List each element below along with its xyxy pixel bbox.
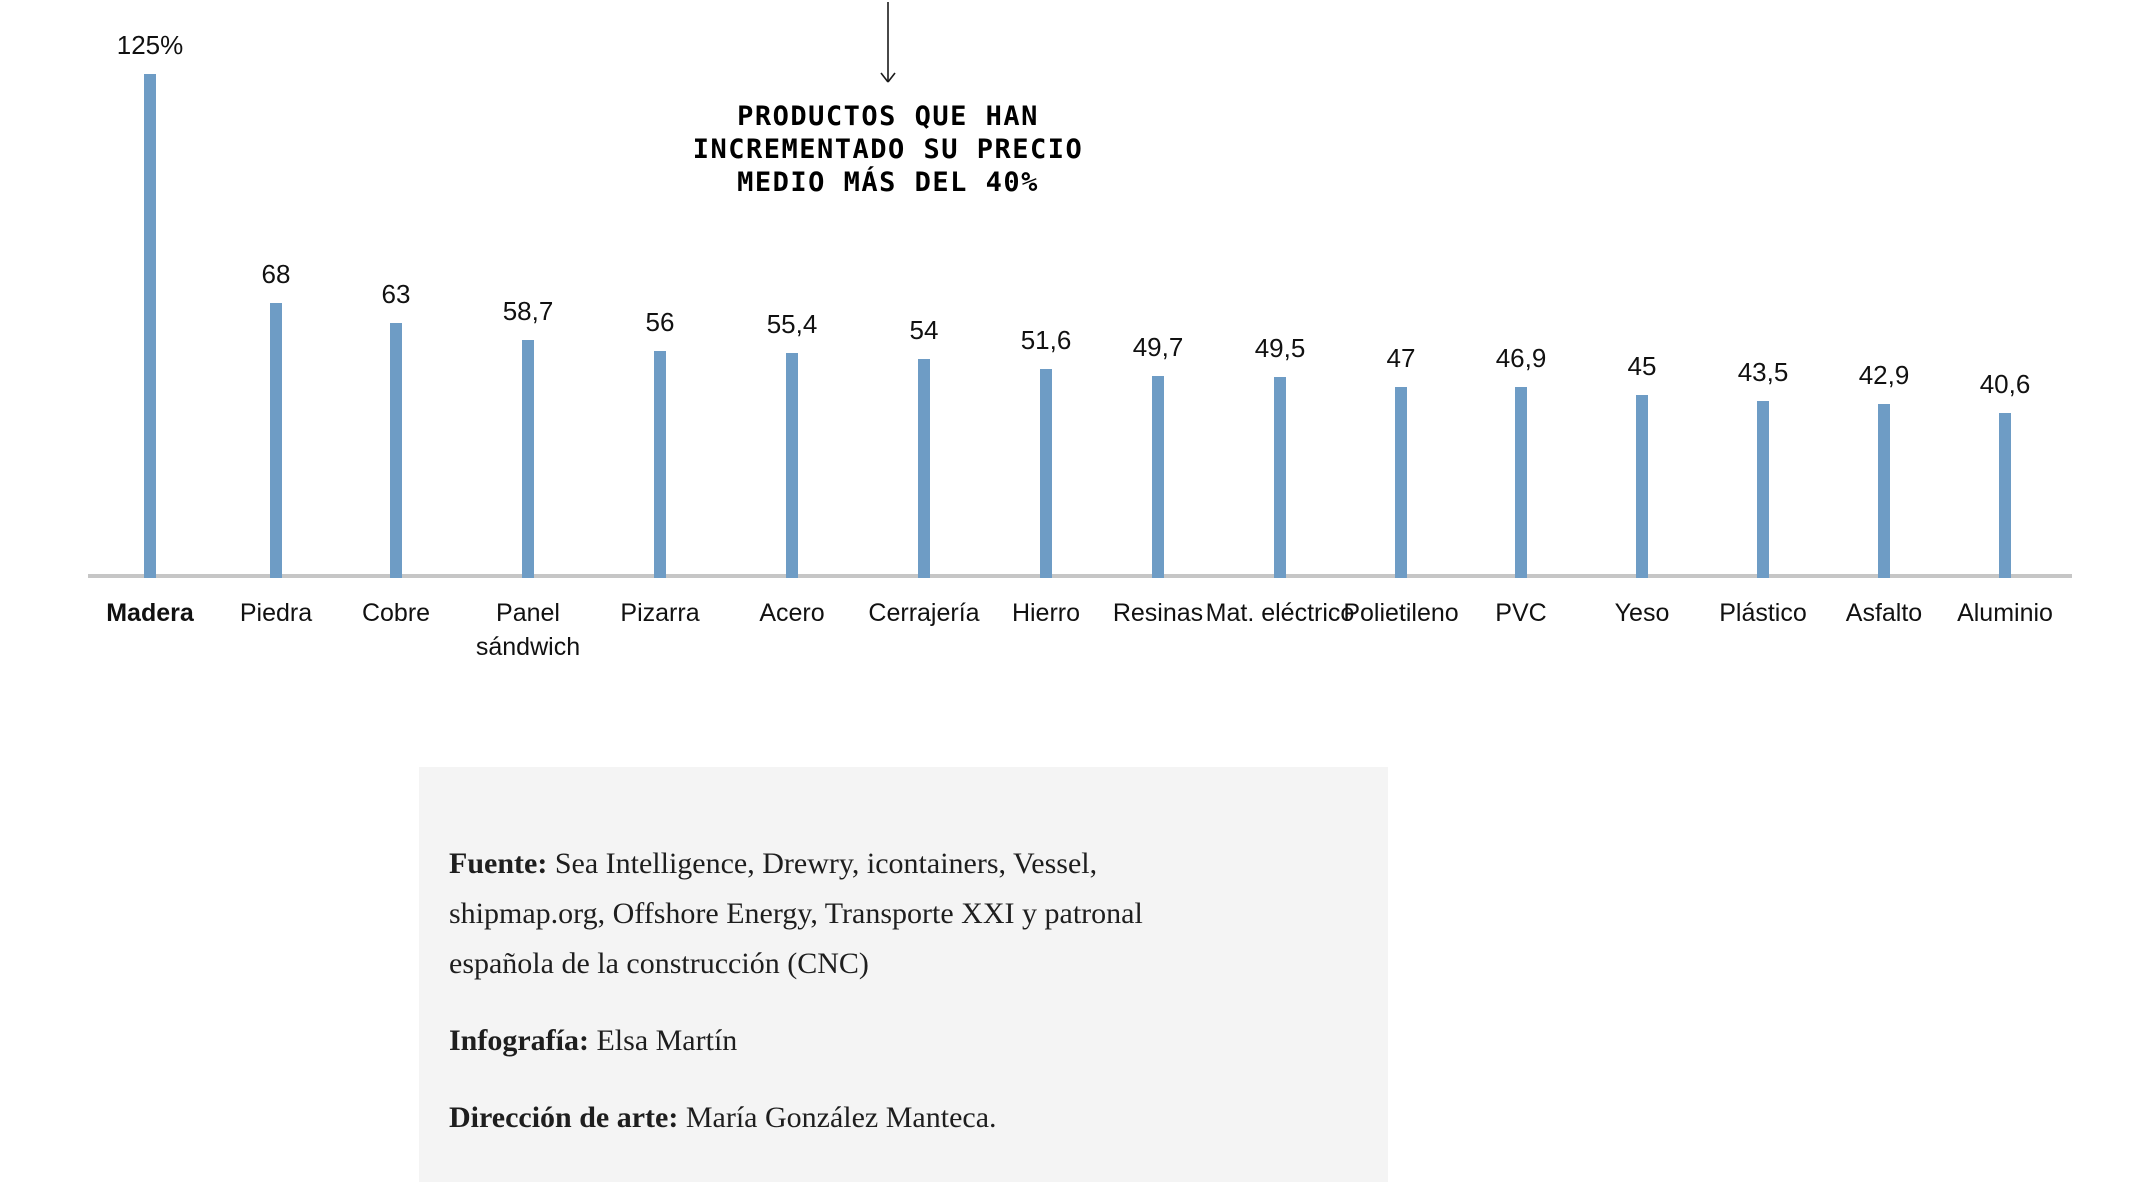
bar-value-label-polietileno: 47 [1386,343,1416,373]
bar-category-label-piedra: Piedra [239,599,313,627]
bar-resinas [1152,376,1164,578]
bar-aluminio [1999,413,2011,578]
bar-value-label-plastico: 43,5 [1737,357,1789,387]
bar-category-label-panel-sandwich: Panel sándwich [475,599,581,661]
art-direction-label: Dirección de arte: [449,1101,679,1134]
bar-category-label-pvc: PVC [1495,599,1547,627]
bar-value-label-panel-sandwich: 58,7 [502,296,554,326]
bar-category-label-resinas: Resinas [1112,599,1204,627]
art-direction-text: María González Manteca. [678,1101,997,1134]
source-text: Sea Intelligence, Drewry, icontainers, V… [449,847,1143,980]
bar-value-label-resinas: 49,7 [1132,332,1184,362]
bar-category-label-mat-electrico: Mat. eléctrico [1205,599,1355,627]
bar-plastico [1757,401,1769,578]
bar-category-label-cerrajeria: Cerrajería [868,599,980,627]
bar-cobre [390,323,402,578]
down-arrow-icon [880,2,896,83]
bar-value-label-asfalto: 42,9 [1858,360,1910,390]
bar-category-label-cobre: Cobre [361,599,431,627]
bar-value-label-pizarra: 56 [645,307,675,337]
bar-value-label-mat-electrico: 49,5 [1254,333,1306,363]
bar-madera [144,74,156,578]
source-panel: Fuente: Sea Intelligence, Drewry, iconta… [419,767,1388,1182]
bar-category-label-asfalto: Asfalto [1845,599,1923,627]
bar-cerrajeria [918,359,930,578]
bar-polietileno [1395,387,1407,578]
bar-category-label-yeso: Yeso [1614,599,1670,627]
bar-pvc [1515,387,1527,578]
bar-hierro [1040,369,1052,578]
bar-yeso [1636,395,1648,578]
bar-acero [786,353,798,578]
bar-category-label-polietileno: Polietileno [1343,599,1459,627]
bar-category-label-aluminio: Aluminio [1957,599,2053,627]
bar-value-label-hierro: 51,6 [1020,325,1072,355]
bar-category-label-pizarra: Pizarra [620,599,700,627]
x-axis-line [88,574,2072,578]
art-direction-paragraph: Dirección de arte: María González Mantec… [449,1093,1338,1143]
bar-mat-electrico [1274,377,1286,578]
bar-value-label-yeso: 45 [1627,351,1657,381]
bar-value-label-madera: 125% [116,30,184,60]
bar-asfalto [1878,404,1890,578]
infography-label: Infografía: [449,1024,589,1057]
source-paragraph: Fuente: Sea Intelligence, Drewry, iconta… [449,839,1338,989]
infography-paragraph: Infografía: Elsa Martín [449,1016,1338,1066]
source-label: Fuente: [449,847,548,880]
bar-value-label-pvc: 46,9 [1495,343,1547,373]
bar-value-label-acero: 55,4 [766,309,818,339]
chart-title: PRODUCTOS QUE HAN INCREMENTADO SU PRECIO… [692,101,1084,198]
bar-chart: PRODUCTOS QUE HAN INCREMENTADO SU PRECIO… [88,2,2072,661]
bar-piedra [270,303,282,578]
bar-category-label-acero: Acero [759,599,825,627]
bar-panel-sandwich [522,340,534,578]
bar-category-label-plastico: Plástico [1719,599,1807,627]
bar-value-label-cobre: 63 [381,279,411,309]
bar-value-label-cerrajeria: 54 [909,315,939,345]
bar-category-label-madera: Madera [106,599,194,627]
bar-category-label-hierro: Hierro [1011,599,1081,627]
bar-value-label-piedra: 68 [261,259,291,289]
bar-value-label-aluminio: 40,6 [1979,369,2031,399]
infography-text: Elsa Martín [588,1024,738,1057]
bar-pizarra [654,351,666,578]
